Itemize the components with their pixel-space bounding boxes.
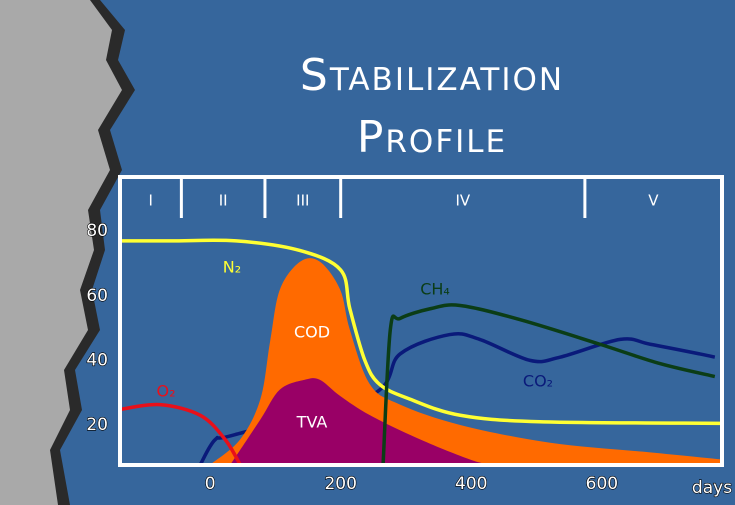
phase-label: IV (455, 192, 470, 210)
line (198, 331, 716, 466)
line (120, 238, 723, 426)
series-label: TVA (296, 413, 328, 432)
area (230, 378, 491, 465)
y-tick-label: 40 (86, 350, 108, 370)
phase-label: II (219, 192, 228, 210)
phase-label: V (648, 192, 659, 210)
x-axis-label: days (692, 478, 732, 498)
line (119, 402, 242, 466)
y-tick-label: 60 (86, 286, 108, 306)
y-tick-label: 20 (86, 415, 108, 435)
series-label: N₂ (223, 258, 241, 277)
series-label: O₂ (156, 382, 175, 401)
title-line: Stabilization (300, 50, 564, 101)
x-tick-label: 400 (455, 474, 487, 494)
plot: CO₂ COD TVA O₂ N₂ CH₄ (119, 238, 723, 466)
series-label: CH₄ (420, 280, 450, 299)
series-label: COD (294, 323, 330, 342)
title-line: Profile (357, 112, 507, 163)
phase-label: III (296, 192, 309, 210)
x-tick-label: 600 (586, 474, 618, 494)
plot-frame (118, 175, 724, 467)
line (381, 303, 716, 464)
series-label: CO₂ (523, 372, 553, 391)
x-tick-label: 200 (324, 474, 356, 494)
x-tick-label: 0 (205, 474, 216, 494)
phase-label: I (148, 192, 152, 210)
torn-paper (0, 0, 122, 505)
y-tick-label: 80 (86, 221, 108, 241)
